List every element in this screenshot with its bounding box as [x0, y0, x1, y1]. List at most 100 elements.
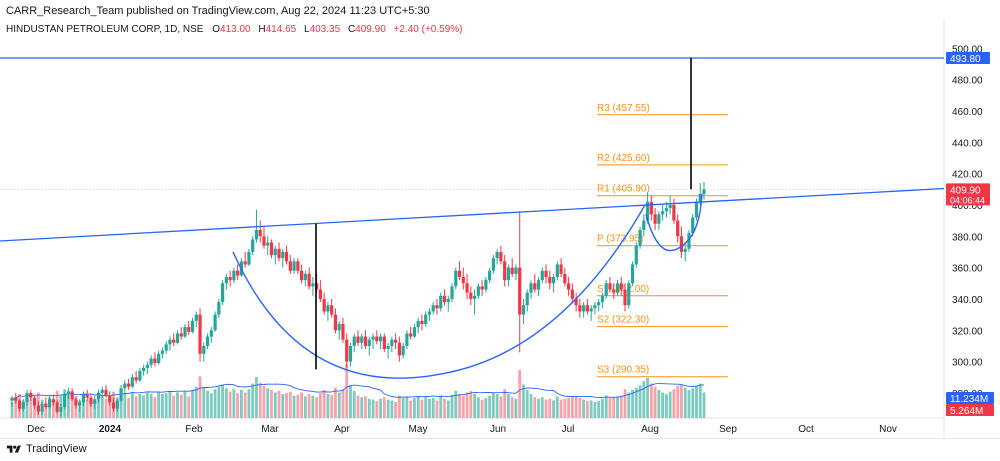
- volume-bar: [285, 393, 288, 418]
- volume-bar: [616, 396, 619, 418]
- candle-body: [228, 277, 232, 281]
- volume-bar: [85, 399, 89, 418]
- volume-bar: [51, 401, 55, 418]
- candle-body: [59, 407, 63, 412]
- candle-body: [518, 267, 522, 315]
- volume-bar: [386, 399, 390, 418]
- volume-bar: [311, 395, 315, 418]
- candle-body: [299, 270, 304, 281]
- candle-body: [593, 305, 597, 309]
- open-label: O: [212, 24, 221, 35]
- volume-bar: [217, 386, 221, 418]
- candle-body: [168, 339, 172, 345]
- volume-bar: [510, 397, 514, 418]
- candle-body: [164, 344, 168, 351]
- volume-bar: [349, 385, 352, 418]
- volume-bar: [574, 396, 578, 418]
- candle-body: [51, 399, 55, 403]
- candle-body: [322, 298, 326, 312]
- volume-bar: [507, 394, 510, 418]
- volume-bar: [676, 386, 680, 418]
- candle-body: [138, 371, 142, 381]
- volume-bar: [14, 397, 18, 418]
- volume-bar: [668, 391, 672, 418]
- candle-body: [341, 324, 345, 340]
- volume-bar: [454, 390, 458, 418]
- candle-body: [525, 292, 529, 306]
- candle-body: [251, 239, 255, 252]
- volume-bar: [258, 382, 262, 418]
- candle-body: [111, 402, 116, 409]
- volume-bar: [221, 384, 225, 418]
- candle-body: [55, 402, 59, 412]
- candle-body: [247, 251, 251, 265]
- volume-bar: [266, 388, 270, 418]
- volume-bar: [638, 385, 642, 418]
- volume-bar: [273, 392, 277, 418]
- volume-tag-bg: [946, 392, 994, 404]
- tradingview-brand: TradingView: [26, 443, 87, 455]
- candle-body: [100, 389, 104, 393]
- candle-body: [360, 336, 364, 343]
- volume-bar: [450, 394, 454, 418]
- volume-bar: [446, 400, 450, 418]
- candle-body: [32, 397, 37, 406]
- candle-body: [21, 402, 25, 409]
- candle-body: [435, 305, 439, 309]
- candle-body: [198, 314, 202, 354]
- volume-bar: [533, 397, 537, 418]
- volume-bar: [172, 395, 176, 418]
- volume-bar: [281, 394, 285, 418]
- high-label: H: [258, 24, 266, 35]
- candle-body: [36, 405, 40, 412]
- volume-bar: [480, 399, 484, 418]
- candle-body: [461, 277, 465, 284]
- volume-tag-label: 11.234M: [950, 394, 988, 405]
- candle-body: [679, 236, 684, 252]
- candle-body: [645, 201, 650, 221]
- volume-bar: [145, 392, 149, 418]
- candle-body: [371, 336, 375, 340]
- handle-curve: [645, 193, 703, 252]
- volume-bar: [476, 397, 480, 418]
- volume-bar: [604, 395, 608, 418]
- candle-body: [303, 273, 307, 281]
- volume-bar: [164, 393, 168, 418]
- volume-bar: [559, 399, 563, 418]
- candle-body: [363, 336, 368, 346]
- candle-body: [284, 251, 289, 262]
- volume-bar: [390, 400, 394, 418]
- volume-bar: [247, 389, 251, 418]
- tradingview-logo[interactable]: TradingView: [6, 443, 87, 455]
- candle-body: [172, 339, 176, 343]
- candle-body: [66, 391, 71, 395]
- volume-bar: [341, 389, 345, 418]
- volume-bar: [484, 398, 488, 418]
- candlestick-chart[interactable]: 280.00300.00320.00340.00360.00380.00400.…: [0, 20, 1000, 438]
- symbol-name: HINDUSTAN PETROLEUM CORP, 1D, NSE: [6, 24, 204, 35]
- volume-bar: [251, 383, 255, 418]
- pivot-label-p: P (373.95): [597, 234, 644, 245]
- candle-body: [450, 286, 454, 299]
- candle-body: [510, 267, 514, 274]
- volume-bar: [382, 397, 386, 418]
- volume-bar: [420, 399, 424, 418]
- volume-bar: [491, 392, 495, 418]
- candle-body: [345, 339, 349, 362]
- volume-bar: [262, 386, 266, 418]
- candle-body: [81, 394, 86, 403]
- volume-bar: [608, 398, 612, 418]
- candle-body: [567, 283, 571, 290]
- volume-bar: [255, 377, 258, 418]
- candle-body: [544, 270, 548, 277]
- volume-bar: [183, 391, 187, 418]
- chart-area[interactable]: 280.00300.00320.00340.00360.00380.00400.…: [0, 20, 1000, 438]
- candle-body: [585, 305, 590, 312]
- candle-body: [694, 201, 699, 218]
- candle-body: [548, 277, 552, 284]
- volume-bar: [277, 390, 281, 418]
- volume-bar: [93, 401, 97, 418]
- candle-body: [153, 358, 157, 364]
- candle-body: [190, 320, 195, 332]
- candle-body: [108, 396, 112, 403]
